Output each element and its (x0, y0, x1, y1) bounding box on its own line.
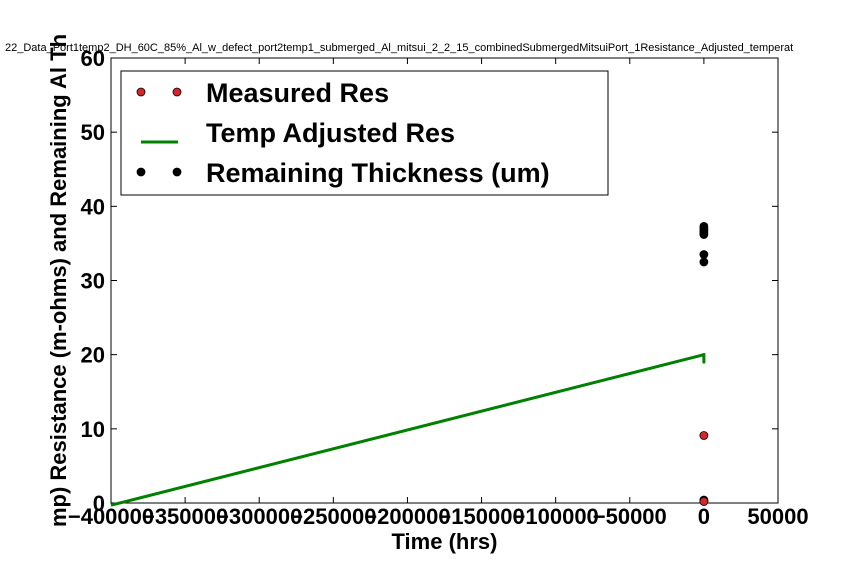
legend-box (120, 70, 609, 196)
data-point (699, 497, 709, 506)
series-line-1 (110, 353, 706, 507)
legend-label: Measured Res (206, 78, 389, 108)
y-tick-label: 0 (93, 491, 105, 516)
legend-swatch-marker (136, 167, 146, 177)
data-point (699, 230, 709, 239)
y-axis-label-group: mp) Resistance (m-ohms) and Remaining Al… (46, 34, 71, 527)
y-tick-label: 20 (81, 343, 105, 368)
x-tick-label: −250000 (290, 504, 376, 529)
x-tick-label: −200000 (364, 504, 450, 529)
x-tick-label: −400000 (68, 504, 154, 529)
data-point (699, 431, 709, 440)
x-tick-label: −150000 (438, 504, 524, 529)
x-axis-label: Time (hrs) (392, 529, 498, 554)
y-tick-label: 10 (81, 417, 105, 442)
legend-swatch-marker (172, 167, 182, 177)
chart-title: 22_Data_Port1temp2_DH_60C_85%_Al_w_defec… (5, 42, 793, 54)
legend-label: Remaining Thickness (um) (206, 158, 550, 188)
legend-label: Temp Adjusted Res (206, 118, 455, 148)
x-tick-label: 50000 (747, 504, 808, 529)
data-point (699, 250, 709, 259)
x-tick-label: −300000 (216, 504, 302, 529)
y-tick-label: 60 (81, 46, 105, 71)
x-tick-label: 0 (698, 504, 710, 529)
legend: Measured Res Temp Adjusted Res Remaining T… (120, 70, 609, 196)
y-axis-label: mp) Resistance (m-ohms) and Remaining Al… (46, 34, 71, 527)
series-layer (110, 221, 709, 507)
legend-swatch-marker (136, 87, 146, 97)
x-tick-label: −350000 (142, 504, 228, 529)
y-tick-label: 30 (81, 269, 105, 294)
legend-swatch-marker (172, 87, 182, 97)
x-tick-label: −50000 (593, 504, 667, 529)
y-tick-label: 40 (81, 194, 105, 219)
x-axis-ticks: −400000−350000−300000−250000−200000−1500… (68, 58, 809, 529)
data-point (699, 257, 709, 267)
y-axis-ticks: 0 10 20 30 40 50 60 (81, 46, 778, 516)
x-tick-label: −100000 (513, 504, 599, 529)
y-tick-label: 50 (81, 120, 105, 145)
